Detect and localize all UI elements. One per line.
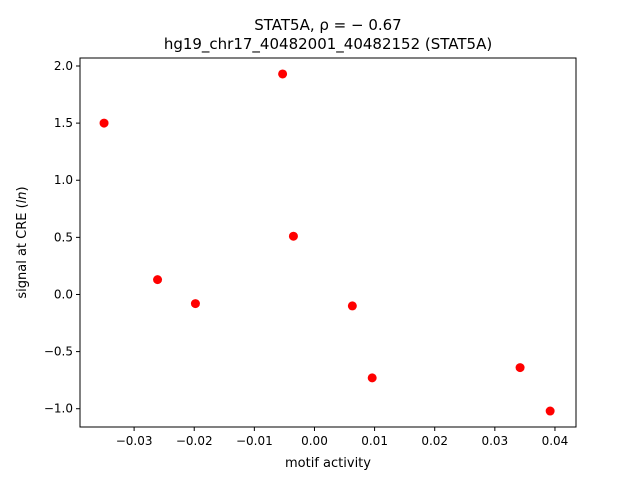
- chart-title-line2: hg19_chr17_40482001_40482152 (STAT5A): [164, 35, 492, 54]
- y-axis-label: signal at CRE (ln): [15, 186, 30, 298]
- y-axis-label-unit: ln: [15, 191, 30, 203]
- x-tick-label: 0.04: [542, 434, 569, 448]
- data-point: [347, 301, 357, 311]
- x-tick-label: −0.03: [116, 434, 153, 448]
- y-tick-label: 1.5: [54, 116, 73, 130]
- x-tick-label: −0.02: [176, 434, 213, 448]
- x-axis: −0.03 −0.02 −0.01 0.00 0.01 0.02 0.03 0.04: [116, 427, 569, 448]
- data-point: [515, 363, 525, 373]
- x-tick-label: 0.00: [301, 434, 328, 448]
- x-tick-label: 0.01: [361, 434, 388, 448]
- y-axis-label-suffix: ): [15, 186, 30, 191]
- data-point: [278, 69, 288, 79]
- x-axis-label: motif activity: [285, 456, 371, 471]
- chart-title-line1: STAT5A, ρ = − 0.67: [254, 16, 401, 34]
- y-tick-label: −1.0: [44, 402, 73, 416]
- data-point: [190, 299, 200, 309]
- data-point: [367, 373, 377, 383]
- data-point: [288, 231, 298, 241]
- y-tick-label: 1.0: [54, 173, 73, 187]
- y-tick-label: −0.5: [44, 345, 73, 359]
- y-axis: −1.0 −0.5 0.0 0.5 1.0 1.5 2.0: [44, 59, 80, 416]
- x-tick-label: −0.01: [236, 434, 273, 448]
- data-point: [153, 275, 163, 285]
- y-tick-label: 2.0: [54, 59, 73, 73]
- y-axis-label-prefix: signal at CRE (: [15, 203, 30, 298]
- scatter-points: [99, 69, 555, 416]
- x-tick-label: 0.03: [481, 434, 508, 448]
- y-tick-label: 0.0: [54, 287, 73, 301]
- x-tick-label: 0.02: [421, 434, 448, 448]
- y-tick-label: 0.5: [54, 230, 73, 244]
- data-point: [99, 118, 109, 128]
- data-point: [545, 406, 555, 416]
- plot-frame: [79, 57, 577, 428]
